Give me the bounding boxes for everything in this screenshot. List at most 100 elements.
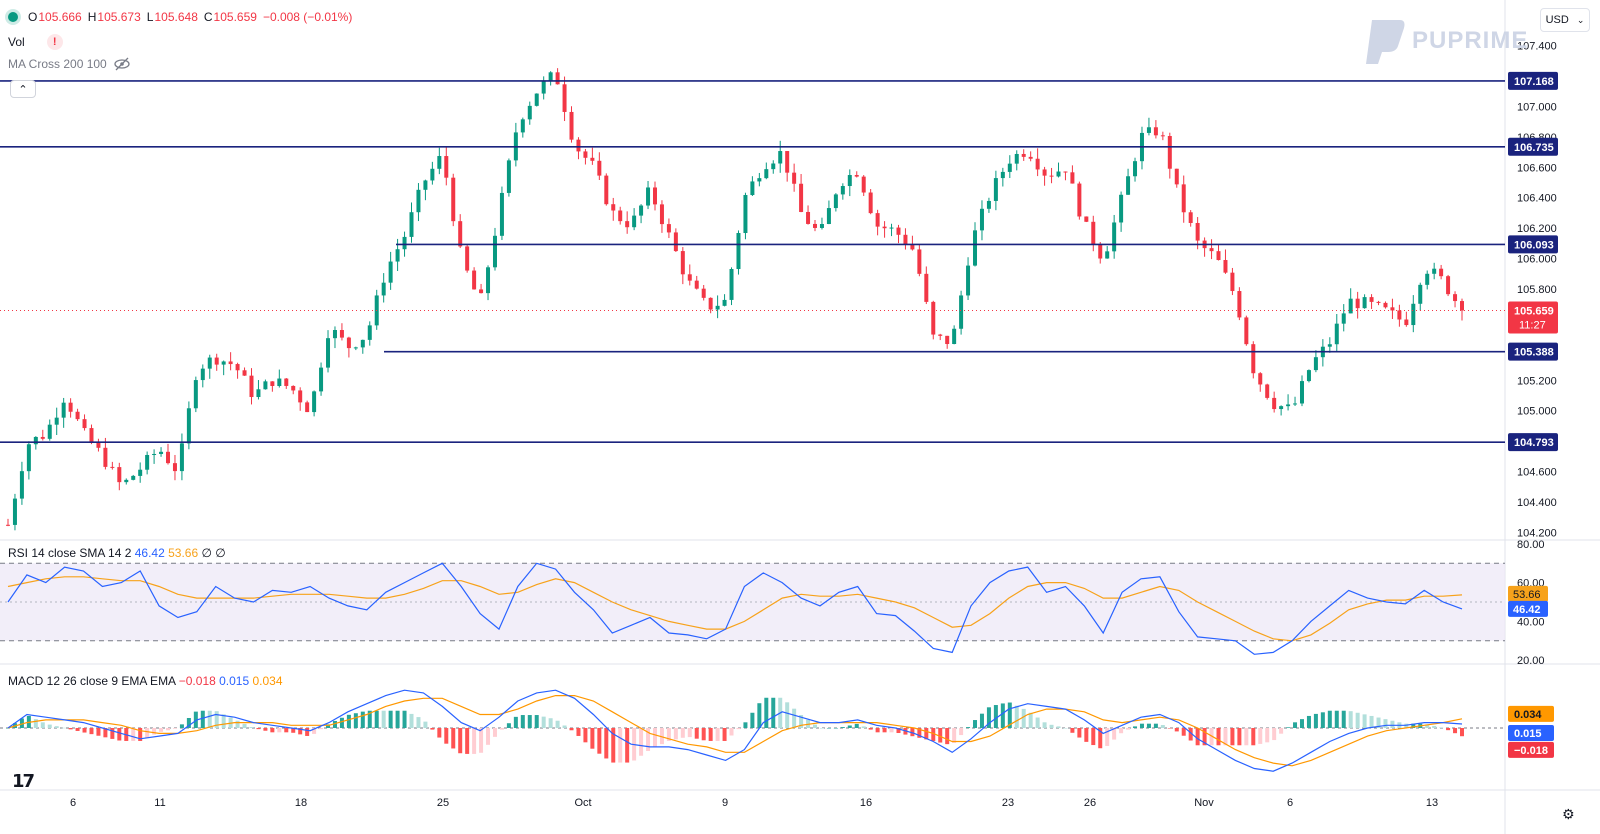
time-tick-label: 11 [154, 797, 165, 809]
macd-histogram-bar [172, 728, 177, 729]
candle-body [1174, 168, 1179, 185]
candle-body [548, 72, 553, 82]
macd-histogram-bar [673, 728, 678, 740]
collapse-legend-button[interactable]: ⌃ [10, 80, 36, 98]
candle-body [694, 280, 699, 289]
candle-body [875, 213, 880, 227]
currency-selector[interactable]: USD ⌄ [1540, 8, 1590, 32]
candle-body [506, 160, 511, 193]
candle-body [1355, 298, 1360, 309]
candle-body [284, 378, 289, 386]
macd-histogram-bar [437, 728, 442, 738]
candle-body [729, 269, 734, 300]
macd-histogram-bar [576, 728, 581, 736]
macd-histogram-bar [1070, 728, 1075, 733]
high-value: 105.673 [97, 10, 141, 24]
candle-body [847, 175, 852, 187]
macd-histogram-bar [1028, 712, 1033, 728]
macd-histogram-bar [931, 728, 936, 741]
candle-body [145, 454, 150, 470]
candle-body [1105, 251, 1110, 259]
macd-histogram-bar [458, 728, 463, 754]
macd-histogram-bar [687, 728, 692, 738]
macd-histogram-bar [854, 723, 859, 728]
vol-legend[interactable]: Vol ! [8, 34, 63, 50]
last-price-tag [1508, 301, 1558, 334]
ma-legend[interactable]: MA Cross 200 100 [8, 57, 131, 71]
macd-histogram-bar [1425, 724, 1430, 728]
candle-body [423, 180, 428, 190]
macd-histogram-bar [750, 712, 755, 728]
candle-body [1341, 313, 1346, 324]
candle-body [1119, 194, 1124, 223]
candle-body [207, 357, 212, 369]
candle-body [903, 234, 908, 245]
macd-histogram-bar [513, 716, 518, 728]
candle-body [555, 72, 560, 85]
candle-body [1383, 302, 1388, 308]
candle-body [416, 189, 421, 213]
candle-body [1167, 136, 1172, 169]
macd-histogram-bar [1049, 724, 1054, 728]
candle-body [959, 295, 964, 329]
macd-histogram-bar [1265, 728, 1270, 743]
candle-body [973, 230, 978, 266]
candle-body [103, 447, 108, 467]
macd-histogram-bar [1446, 728, 1451, 731]
macd-histogram-bar [1084, 728, 1089, 742]
brand-name: PUPRIME [1412, 27, 1529, 54]
candle-body [68, 402, 73, 412]
warning-icon[interactable]: ! [46, 34, 63, 50]
candle-body [179, 443, 184, 472]
close-label: C [203, 10, 213, 24]
level-price-tag [1508, 235, 1558, 254]
macd-histogram-bar [882, 728, 887, 733]
candle-body [492, 235, 497, 268]
macd-histogram-bar [298, 728, 303, 735]
candle-body [1418, 284, 1423, 304]
candle-body [1362, 297, 1367, 309]
ma-label: MA Cross 200 100 [8, 57, 107, 71]
macd-histogram-bar [1411, 723, 1416, 728]
price-tick-label: 106.600 [1517, 162, 1557, 174]
macd-histogram-bar [541, 716, 546, 728]
macd-histogram-bar [214, 711, 219, 728]
macd-histogram-bar [374, 710, 379, 728]
macd-histogram-bar [611, 728, 616, 763]
candle-body [527, 105, 532, 120]
candle-body [966, 265, 971, 296]
rsi-sma-tag-label: 53.66 [1513, 589, 1541, 601]
high-label: H [87, 10, 97, 24]
candle-body [124, 479, 129, 483]
eye-hidden-icon[interactable] [113, 57, 131, 71]
time-tick-label: 6 [1287, 797, 1293, 809]
time-tick-label: Nov [1194, 797, 1214, 809]
rsi-sma-line [7, 576, 1463, 642]
candle-body [465, 246, 470, 271]
macd-histogram-bar [1293, 722, 1298, 728]
candle-body [687, 274, 692, 281]
macd-histogram-bar [1369, 715, 1374, 728]
candle-body [1084, 216, 1089, 222]
macd-histogram-bar [993, 705, 998, 728]
macd-histogram-bar [110, 728, 115, 739]
candle-body [792, 172, 797, 184]
level-price-tag [1508, 342, 1558, 361]
macd-histogram-bar [423, 721, 428, 728]
candle-body [1397, 310, 1402, 320]
candle-body [319, 367, 324, 392]
candle-body [1453, 294, 1458, 302]
candle-body [715, 305, 720, 310]
macd-histogram-bar [1299, 719, 1304, 728]
macd-histogram-bar [186, 717, 191, 728]
candle-body [701, 288, 706, 298]
candle-body [1181, 184, 1186, 213]
gear-icon[interactable]: ⚙ [1562, 806, 1575, 822]
level-price-label: 106.735 [1514, 142, 1554, 154]
macd-histogram-bar [1042, 722, 1047, 728]
candle-body [1195, 222, 1200, 241]
macd-histogram-bar [1348, 711, 1353, 728]
macd-histogram-bar [1439, 727, 1444, 729]
candle-body [1265, 384, 1270, 398]
